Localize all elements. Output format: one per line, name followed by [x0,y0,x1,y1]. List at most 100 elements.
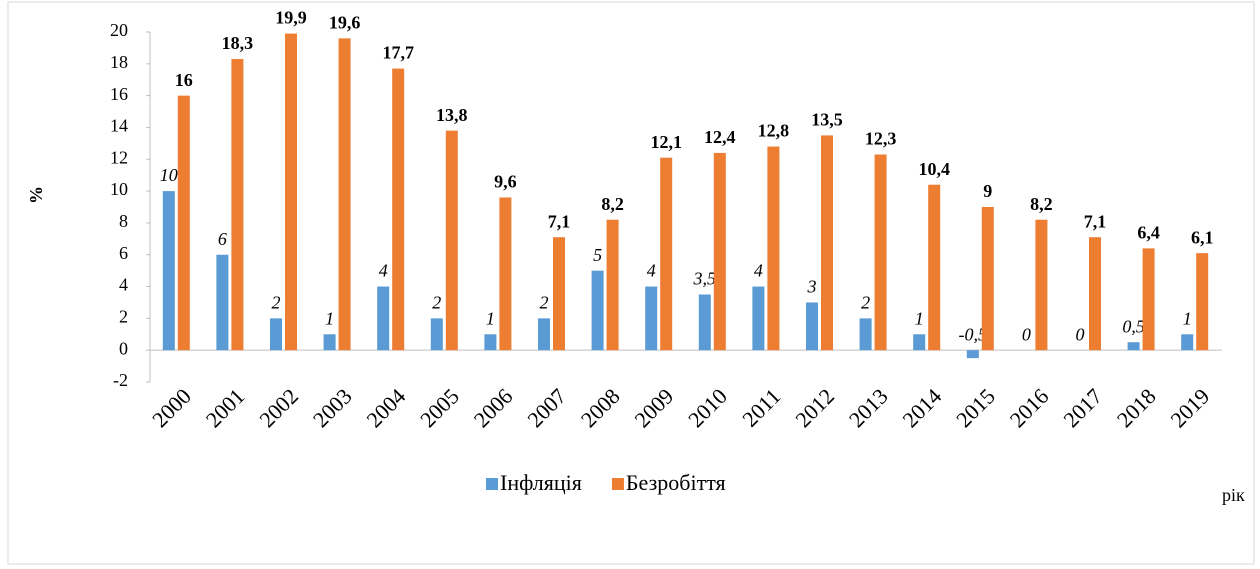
bar [660,157,673,351]
x-tick-label: 2015 [951,383,1000,432]
bar [928,184,941,351]
value-label: 8,2 [601,194,624,214]
x-tick-label: 2010 [683,383,732,432]
bar [981,207,994,351]
bar [430,318,443,351]
legend-swatch [486,478,498,490]
value-label: 9,6 [494,172,517,192]
value-label: 19,6 [329,12,361,32]
value-label: 19,9 [275,8,307,28]
x-tick-label: 2004 [362,383,411,432]
value-label: 4 [379,261,388,281]
bar [323,334,336,351]
x-tick-label: 2011 [737,383,785,431]
x-tick-label: 2014 [898,383,947,432]
x-axis-label: рік [1222,485,1245,505]
bar [1035,219,1048,351]
y-tick-label: -2 [113,370,128,390]
value-label: 2 [432,292,441,312]
x-tick-label: 2017 [1058,383,1107,432]
bar [1142,248,1155,351]
bar [231,59,244,351]
bar [591,270,604,351]
value-label: 9 [983,181,992,201]
y-tick-label: 8 [119,211,128,231]
x-tick-label: 2009 [630,383,679,432]
bar [338,38,351,351]
value-label: 4 [754,261,763,281]
y-tick-label: 14 [110,116,128,136]
value-label: 10,4 [918,159,950,179]
bar [821,135,833,351]
value-label: 16 [175,70,193,90]
value-label: 0,5 [1122,316,1145,336]
y-tick-label: 6 [119,243,128,263]
y-tick-label: 20 [110,20,128,40]
value-label: 3 [807,277,817,297]
bar [538,318,550,351]
bar [1127,342,1140,351]
bar [606,219,619,351]
y-tick-label: 12 [110,147,128,167]
x-tick-label: 2007 [522,383,571,432]
value-label: -0,5 [959,324,988,344]
value-label: 6 [218,229,227,249]
bar [285,33,297,351]
y-tick-label: 10 [110,179,128,199]
value-label: 5 [593,245,602,265]
value-label: 1 [486,308,495,328]
value-label: 1 [325,308,334,328]
value-label: 12,1 [650,132,682,152]
bar [377,286,390,351]
y-axis-label: % [26,186,46,204]
value-label: 6,4 [1137,222,1160,242]
bar [162,191,175,351]
bar [806,302,818,351]
bar [392,68,405,351]
bar [698,294,711,351]
bar [216,254,229,351]
x-tick-label: 2019 [1166,383,1215,432]
legend-swatch [611,478,624,490]
bar [645,286,658,351]
bar [767,146,780,351]
x-tick-label: 2002 [254,383,303,432]
bar [484,334,497,351]
value-label: 7,1 [1084,211,1107,231]
y-tick-label: 2 [119,306,128,326]
value-label: 0 [1022,324,1031,344]
value-label: 0 [1076,324,1085,344]
value-label: 13,5 [811,110,843,130]
bar [1196,253,1209,351]
value-label: 2 [540,292,549,312]
legend-label: Безробіття [626,470,726,495]
bar [859,318,872,351]
bar [1089,237,1101,351]
bar [553,237,565,351]
value-label: 13,8 [436,105,468,125]
x-tick-label: 2000 [147,383,196,432]
value-label: 2 [861,292,870,312]
value-label: 12,8 [758,121,790,141]
x-tick-label: 2003 [308,383,357,432]
x-tick-label: 2018 [1112,383,1161,432]
x-tick-label: 2005 [415,383,464,432]
value-label: 8,2 [1030,194,1053,214]
bar [966,350,979,359]
bar [445,130,458,351]
chart-frame [7,1,1255,565]
bar [752,286,765,351]
x-tick-label: 2016 [1005,383,1054,432]
x-tick-label: 2013 [844,383,893,432]
value-label: 12,3 [865,129,897,149]
value-label: 7,1 [548,211,571,231]
bar [913,334,926,351]
y-tick-label: 16 [110,84,128,104]
value-label: 6,1 [1191,227,1214,247]
x-tick-label: 2001 [201,383,250,432]
bar [270,318,282,351]
value-label: 2 [272,292,281,312]
value-label: 12,4 [704,127,736,147]
value-label: 10 [160,165,178,185]
